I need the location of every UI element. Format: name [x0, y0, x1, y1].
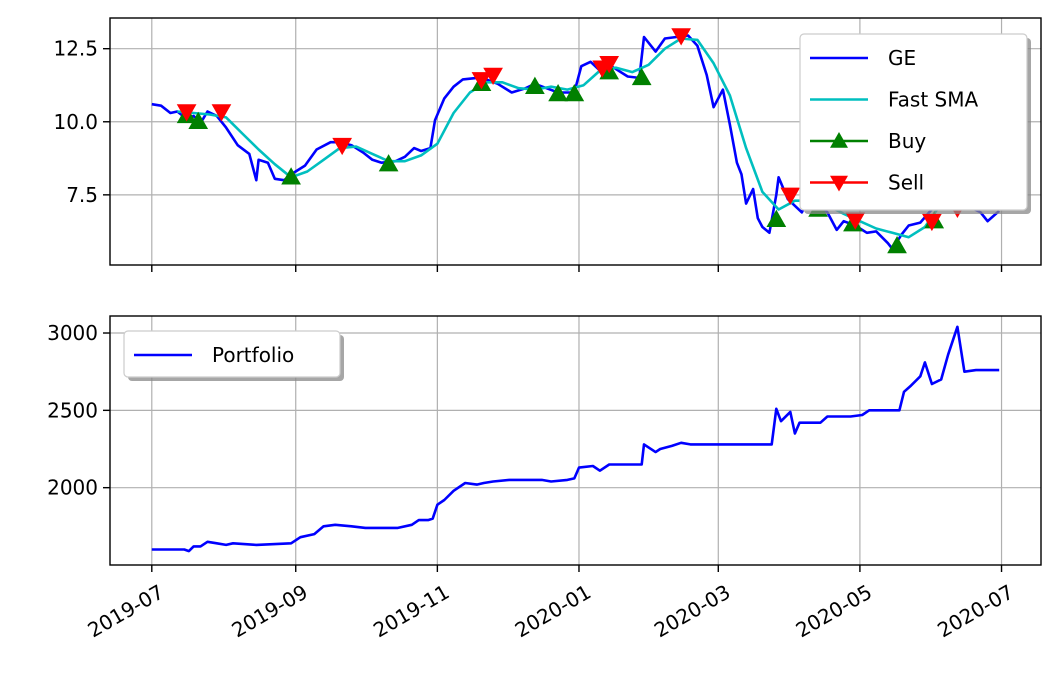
y-tick-label: 3000	[47, 321, 98, 345]
price-chart-panel: 7.5 10.0 12.5 GE Fast SMA Buy Sell	[53, 17, 1042, 272]
axes-frame	[109, 17, 1042, 266]
y-tick-label: 10.0	[53, 110, 98, 134]
legend-box	[799, 33, 1028, 211]
x-tick-label: 2019-09	[227, 580, 311, 643]
series-line-portfolio	[151, 325, 1000, 553]
y-tick-label: 2000	[47, 476, 98, 500]
x-tick-label: 2020-05	[792, 580, 876, 643]
legend-label: Fast SMA	[888, 88, 978, 112]
sell-marker	[671, 28, 691, 46]
buy-marker	[548, 83, 568, 102]
buy-marker	[887, 235, 907, 254]
buy-marker	[188, 111, 209, 130]
legend-marker-buy	[830, 132, 848, 148]
axes-frame	[109, 315, 1042, 566]
x-tick-label: 2020-03	[650, 580, 734, 643]
y-tick-label: 7.5	[66, 183, 98, 207]
buy-marker	[281, 167, 301, 185]
buy-marker	[564, 83, 585, 102]
sell-marker	[780, 187, 801, 205]
buy-marker	[766, 209, 787, 227]
sell-marker	[332, 137, 353, 156]
sell-marker	[922, 213, 942, 232]
x-tick-label: 2020-07	[933, 580, 1017, 643]
legend-marker-sell	[830, 175, 848, 192]
portfolio-chart-panel: 2000 2500 3000 2019-07 2019-09 2019-11 2020-01…	[47, 315, 1042, 643]
y-tick-label: 12.5	[53, 37, 98, 61]
series-line-ge	[151, 34, 1001, 251]
buy-marker	[378, 154, 399, 172]
sell-marker	[483, 67, 503, 86]
plot-area	[151, 325, 1000, 553]
legend-label: GE	[888, 46, 916, 70]
legend-box	[123, 330, 341, 378]
x-tick-label: 2019-11	[369, 580, 453, 643]
legend-label: Buy	[888, 129, 926, 153]
sell-marker	[471, 72, 492, 90]
x-tick-label: 2020-01	[511, 580, 595, 643]
legend-label: Sell	[888, 171, 924, 195]
legend: GE Fast SMA Buy Sell	[799, 33, 1031, 214]
y-tick-label: 2500	[47, 398, 98, 422]
sell-marker	[599, 56, 620, 74]
legend-label: Portfolio	[212, 343, 294, 367]
buy-marker	[631, 67, 652, 86]
sell-marker	[176, 104, 197, 122]
x-tick-label: 2019-07	[84, 580, 168, 643]
legend: Portfolio	[123, 330, 344, 381]
sell-marker	[211, 104, 232, 122]
buy-marker	[525, 76, 545, 94]
